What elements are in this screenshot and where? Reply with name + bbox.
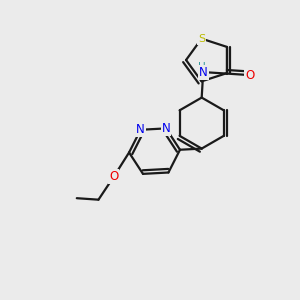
Text: H: H [198, 62, 206, 72]
Text: S: S [198, 34, 205, 44]
Text: N: N [136, 123, 145, 136]
Text: N: N [162, 122, 170, 135]
Text: O: O [109, 170, 119, 183]
Text: N: N [199, 66, 208, 79]
Text: O: O [245, 69, 254, 82]
